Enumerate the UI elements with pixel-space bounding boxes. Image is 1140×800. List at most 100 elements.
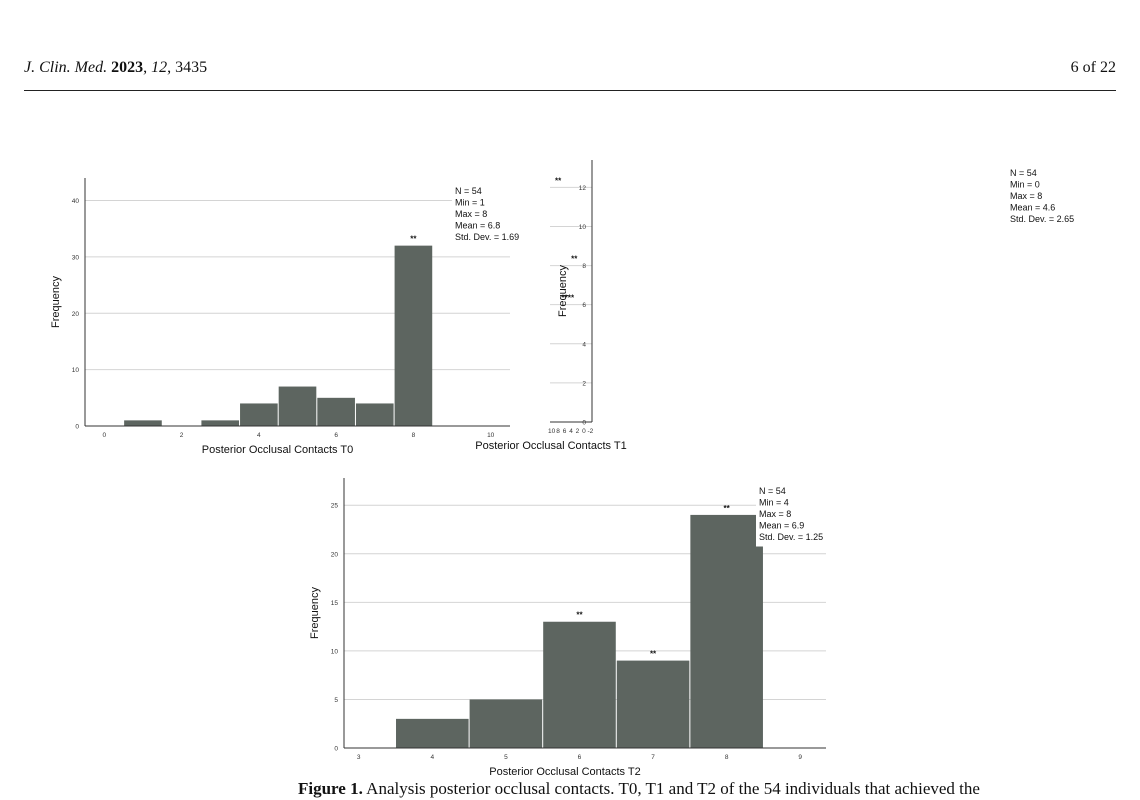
x-tick-label: 0 (582, 428, 586, 435)
histogram-bar (543, 621, 616, 748)
figure-caption-text: Analysis posterior occlusal contacts. T0… (366, 779, 980, 798)
y-tick-label: 0 (334, 746, 338, 753)
x-tick-label: 6 (578, 754, 582, 761)
figure-caption-label: Figure 1. (298, 779, 363, 798)
stats-line: N = 54 (759, 486, 786, 496)
stats-line: Max = 8 (1010, 191, 1042, 201)
histogram-bar (690, 514, 763, 748)
stats-legend-bg (756, 485, 836, 547)
stats-line: Min = 1 (455, 198, 485, 208)
y-tick-label: 8 (582, 263, 586, 270)
stats-line: Max = 8 (455, 209, 487, 219)
y-tick-label: 0 (75, 424, 79, 431)
x-axis-title: Posterior Occlusal Contacts T2 (489, 766, 640, 778)
histogram-bar (355, 403, 394, 426)
stats-line: Mean = 4.6 (1010, 203, 1055, 213)
y-tick-label: 30 (72, 254, 80, 261)
y-tick-label: 6 (582, 302, 586, 309)
histogram-bar (278, 386, 317, 426)
total-pages: 22 (1100, 59, 1116, 76)
histogram-bar (201, 420, 240, 426)
stats-line: Mean = 6.8 (455, 221, 500, 231)
y-axis-title: Frequency (309, 587, 321, 639)
page-of: of (1082, 59, 1096, 76)
x-tick-label: 6 (563, 428, 567, 435)
x-tick-label: 4 (257, 432, 261, 439)
x-tick-label: 7 (651, 754, 655, 761)
stats-legend-bg (1007, 167, 1087, 229)
significance-marker: ** (650, 650, 657, 659)
y-tick-label: 20 (72, 311, 80, 318)
histogram-t2-svg: 0 5 10 15 20 25 3 4 5 6 7 8 9 ** ** ** Posterior Occlusa… (309, 478, 836, 778)
current-page: 6 (1070, 59, 1079, 76)
journal-abbrev: J. Clin. Med. (24, 59, 108, 76)
histogram-bar (469, 699, 543, 748)
stats-line: Min = 4 (759, 498, 789, 508)
histogram-t2: 0 5 10 15 20 25 3 4 5 6 7 8 9 ** ** ** Posterior Occlusa… (0, 468, 860, 780)
x-tick-label: 0 (103, 432, 107, 439)
x-tick-label: 10 (487, 432, 495, 439)
significance-marker: ** (568, 294, 575, 303)
y-axis-title: Frequency (50, 276, 62, 328)
y-tick-label: 15 (331, 600, 339, 607)
y-tick-label: 0 (582, 420, 586, 427)
x-tick-label: 4 (569, 428, 573, 435)
x-tick-label: 2 (576, 428, 580, 435)
significance-marker: ** (724, 504, 731, 513)
histogram-t0: 0 10 20 30 40 0 2 4 6 8 10 ** Posterior Occlusal Con… (0, 160, 532, 460)
x-tick-label: 9 (798, 754, 802, 761)
histogram-bar (616, 660, 690, 748)
stats-line: Mean = 6.9 (759, 521, 804, 531)
y-tick-label: 10 (72, 367, 80, 374)
histogram-bar (124, 420, 162, 426)
significance-marker: ** (576, 611, 583, 620)
y-tick-label: 20 (331, 551, 339, 558)
journal-volume: 12 (151, 59, 168, 76)
histogram-bar (396, 718, 469, 748)
significance-marker: ** (555, 176, 562, 185)
journal-citation: J. Clin. Med. 2023, 12, 3435 (24, 59, 208, 76)
stats-line: Std. Dev. = 1.69 (455, 232, 519, 242)
x-tick-label: 6 (334, 432, 338, 439)
page-header: J. Clin. Med. 2023, 12, 3435 6 of 22 (24, 58, 1116, 91)
significance-marker: ** (561, 294, 568, 303)
y-tick-label: 40 (72, 198, 80, 205)
stats-legend-bg (452, 185, 532, 247)
x-tick-label: 5 (504, 754, 508, 761)
y-tick-label: 10 (331, 648, 339, 655)
stats-line: Std. Dev. = 2.65 (1010, 214, 1074, 224)
x-axis-title: Posterior Occlusal Contacts T0 (202, 444, 353, 456)
x-tick-label: 8 (725, 754, 729, 761)
histogram-bar (240, 403, 278, 426)
page-number: 6 of 22 (1071, 59, 1116, 77)
x-tick-label: 8 (412, 432, 416, 439)
x-tick-label: 8 (556, 428, 560, 435)
y-tick-label: 2 (582, 380, 586, 387)
x-tick-label: 10 (548, 428, 556, 435)
y-tick-label: 25 (331, 503, 339, 510)
y-tick-label: 10 (579, 224, 587, 231)
y-tick-label: 5 (334, 697, 338, 704)
figure-caption: Figure 1. Analysis posterior occlusal co… (298, 779, 1128, 799)
x-axis-title: Posterior Occlusal Contacts T1 (475, 440, 626, 452)
significance-marker: ** (571, 255, 578, 264)
histogram-t0-svg: 0 10 20 30 40 0 2 4 6 8 10 ** Posterior Occlusal Con… (50, 178, 532, 456)
stats-line: Std. Dev. = 1.25 (759, 532, 823, 542)
x-tick-label: 4 (430, 754, 434, 761)
y-tick-label: 4 (582, 341, 586, 348)
x-tick-label: -2 (587, 428, 593, 435)
x-tick-label: 3 (357, 754, 361, 761)
x-tick-label: 2 (180, 432, 184, 439)
significance-marker: ** (410, 235, 417, 244)
y-tick-label: 12 (579, 185, 587, 192)
stats-line: N = 54 (1010, 168, 1037, 178)
stats-line: Max = 8 (759, 509, 791, 519)
stats-line: N = 54 (455, 186, 482, 196)
stats-line: Min = 0 (1010, 180, 1040, 190)
histogram-bar (317, 397, 355, 426)
histogram-bar (394, 245, 433, 426)
journal-year: 2023 (111, 59, 144, 76)
article-number: 3435 (175, 59, 208, 76)
y-axis-title: Frequency (557, 265, 569, 317)
